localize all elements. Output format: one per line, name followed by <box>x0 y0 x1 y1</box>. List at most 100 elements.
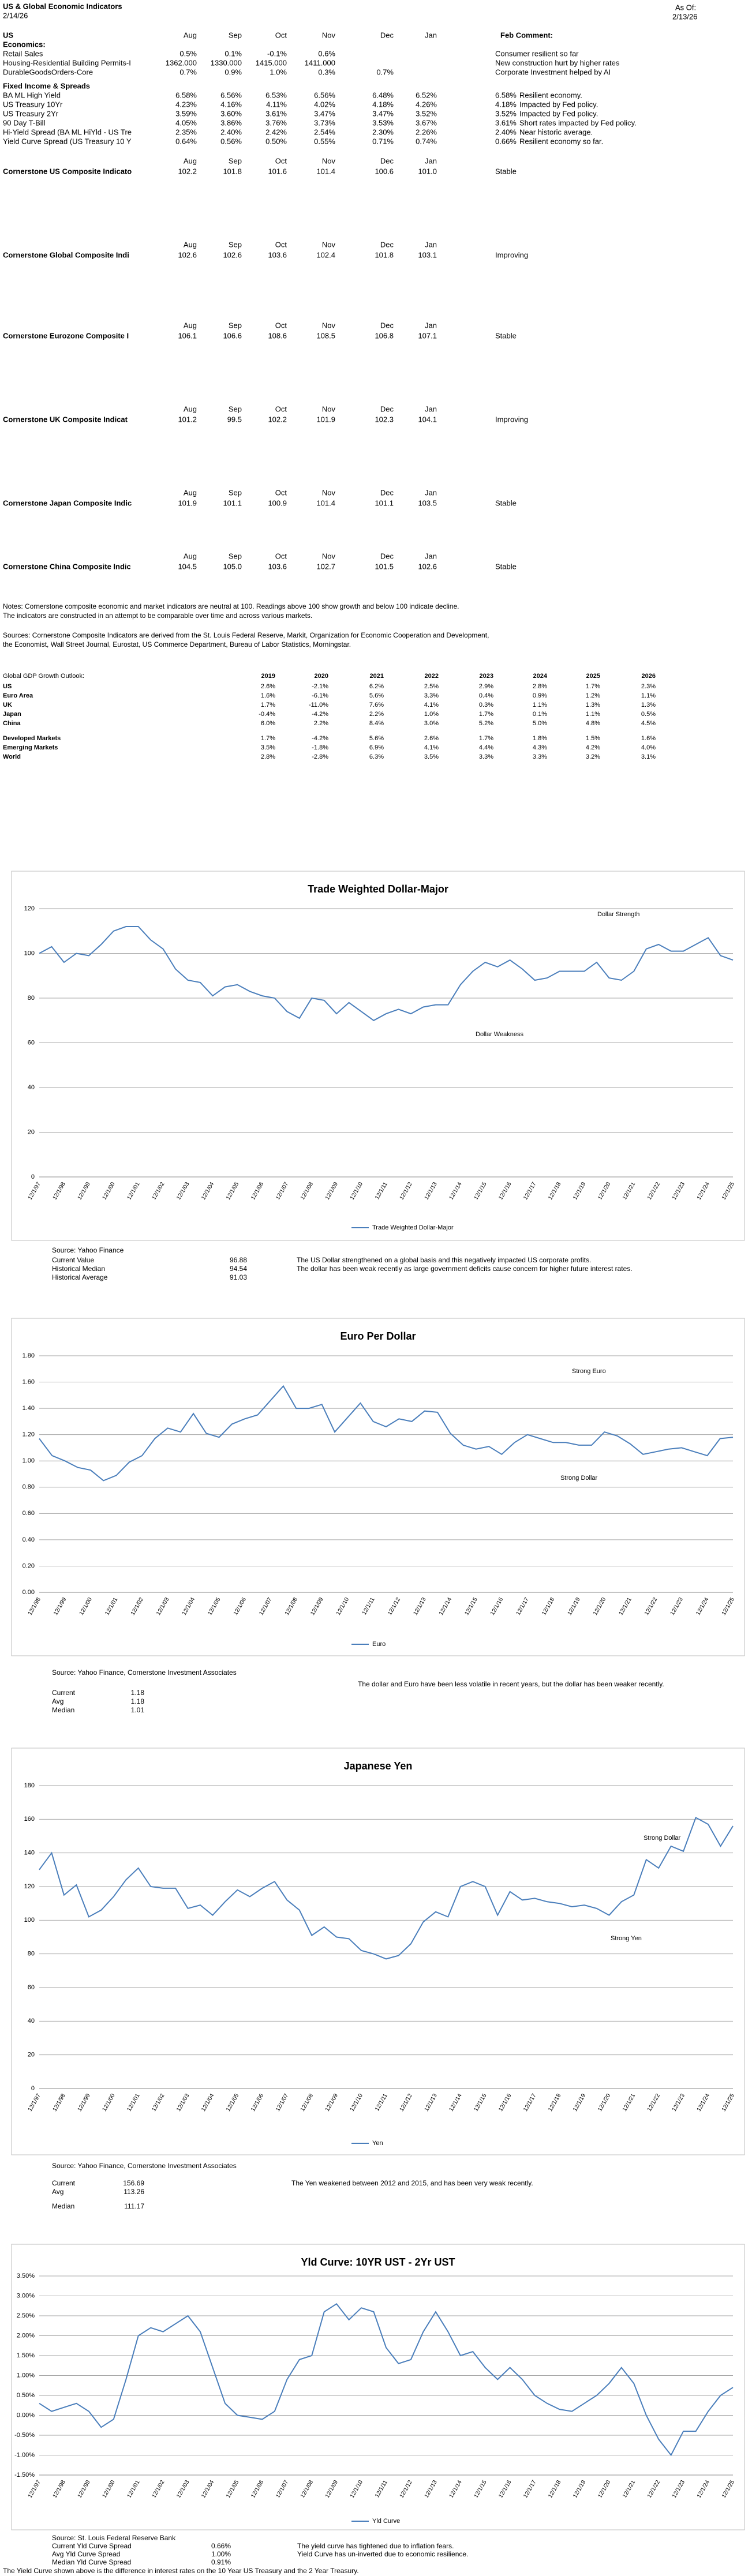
stat-value: 0.91% <box>211 2558 231 2566</box>
cell-value: 6.3% <box>369 753 384 760</box>
y-tick-label: 2.00% <box>17 2332 35 2339</box>
cell-value: 3.3% <box>533 753 547 760</box>
row-label: Housing-Residential Building Permits-I <box>3 58 131 67</box>
column-header: Nov <box>322 156 336 165</box>
cell-value: 102.3 <box>375 415 394 423</box>
y-tick-label: 0.40 <box>23 1536 35 1543</box>
cell-value: 1.7% <box>586 683 600 690</box>
cell-value: 4.4% <box>479 744 493 751</box>
stat-value: 113.26 <box>124 2188 144 2196</box>
cell-value: 0.7% <box>376 68 394 76</box>
y-tick-label: 1.60 <box>23 1378 35 1385</box>
cell-value: 101.9 <box>316 415 335 423</box>
cell-value: 4.1% <box>424 744 439 751</box>
annotation: Strong Yen <box>611 1935 642 1942</box>
stat-value: 1.00% <box>211 2550 231 2558</box>
stat-label: Avg <box>52 2188 63 2196</box>
cell-value: 4.16% <box>220 100 242 108</box>
cell-value: 101.1 <box>223 498 242 507</box>
row-label: US Treasury 10Yr <box>3 100 63 108</box>
y-tick-label: 80 <box>28 995 35 1002</box>
chart-source: Source: St. Louis Federal Reserve Bank <box>52 2534 176 2542</box>
cell-value: 5.2% <box>479 720 493 727</box>
cell-value: 3.5% <box>261 744 275 751</box>
column-header: Dec <box>380 552 394 560</box>
composite-label: Cornerstone Japan Composite Indic <box>3 498 132 507</box>
row-label: Emerging Markets <box>3 744 58 751</box>
column-header: Oct <box>275 240 287 249</box>
row-label: Yield Curve Spread (US Treasury 10 Y <box>3 137 132 145</box>
cell-value: 0.5% <box>641 711 656 718</box>
comment: Stable <box>495 331 517 340</box>
chart-title: Trade Weighted Dollar-Major <box>308 883 448 895</box>
cell-value: 0.50% <box>265 137 287 145</box>
cell-value: 101.1 <box>375 498 394 507</box>
chart-title: Japanese Yen <box>344 1760 413 1772</box>
comment: Short rates impacted by Fed policy. <box>519 118 637 127</box>
composite-label: Cornerstone Global Composite Indi <box>3 250 129 259</box>
row-label: 90 Day T-Bill <box>3 118 46 127</box>
cell-value: 3.1% <box>641 753 656 760</box>
cell-value: 0.7% <box>179 68 197 76</box>
y-tick-label: 40 <box>28 2018 35 2024</box>
stat-value: 0.66% <box>211 2542 231 2550</box>
column-header: 2020 <box>315 673 328 680</box>
series-line <box>39 2303 734 2457</box>
chart-comment: The Yen weakened between 2012 and 2015, … <box>291 2179 533 2187</box>
y-tick-label: 100 <box>24 950 35 957</box>
cell-value: 5.6% <box>369 735 384 742</box>
cell-value: 4.18% <box>372 100 394 108</box>
cell-value: 102.2 <box>178 167 197 175</box>
y-tick-label: 180 <box>24 1782 35 1789</box>
cell-value: 2.3% <box>641 683 656 690</box>
y-tick-label: 80 <box>28 1951 35 1958</box>
comment: Improving <box>495 415 528 423</box>
column-header: Dec <box>380 404 394 413</box>
stat-value: 96.88 <box>230 1256 247 1264</box>
cell-value: 0.74% <box>416 137 437 145</box>
comment: Corporate Investment helped by AI <box>495 68 611 76</box>
column-header: 2026 <box>642 673 656 680</box>
column-header: Jan <box>425 156 437 165</box>
cell-value: 103.6 <box>268 562 287 571</box>
column-header: Jan <box>425 552 437 560</box>
cell-value: 2.6% <box>261 683 275 690</box>
cell-value: 0.3% <box>479 702 493 708</box>
cell-value: 3.47% <box>372 109 394 118</box>
cell-value: 101.6 <box>268 167 287 175</box>
column-header: Nov <box>322 404 336 413</box>
row-label: China <box>3 720 21 727</box>
cell-value: 1.6% <box>261 692 275 699</box>
cell-value: 101.8 <box>223 167 242 175</box>
column-header: 2023 <box>480 673 493 680</box>
cell-value: 2.2% <box>369 711 384 718</box>
cell-value: 3.59% <box>175 109 197 118</box>
stat-value: 1.01 <box>131 1706 145 1714</box>
y-tick-label: 100 <box>24 1917 35 1923</box>
legend-label: Euro <box>372 1641 386 1648</box>
cell-value: 100.9 <box>268 498 287 507</box>
stat-label: Median <box>52 1706 74 1714</box>
row-label: Hi-Yield Spread (BA ML HiYld - US Tre <box>3 128 132 136</box>
cell-value: 2.6% <box>424 735 439 742</box>
y-tick-label: -1.00% <box>14 2451 35 2458</box>
legend-label: Yen <box>372 2140 383 2147</box>
cell-value: 2.8% <box>533 683 547 690</box>
cell-value: 101.0 <box>418 167 437 175</box>
chart-comment: The US Dollar strengthened on a global b… <box>297 1256 591 1264</box>
chart-comment: Yield Curve has un-inverted due to econo… <box>297 2550 468 2558</box>
report-title: US & Global Economic Indicators <box>3 2 122 10</box>
cell-value: 4.26% <box>416 100 437 108</box>
as-of-label: As Of: <box>675 3 696 12</box>
stat-label: Current <box>52 1689 76 1697</box>
chart-source: Source: Yahoo Finance <box>52 1246 124 1254</box>
column-header: Oct <box>275 156 287 165</box>
cell-value: 3.3% <box>479 753 493 760</box>
cell-value: 104.1 <box>418 415 437 423</box>
cell-value: 1.3% <box>586 702 600 708</box>
column-header: Dec <box>380 488 394 497</box>
cell-value: 1.1% <box>586 711 600 718</box>
feb-value: 3.52% <box>495 109 517 118</box>
y-tick-label: 20 <box>28 2052 35 2058</box>
column-header: Aug <box>184 488 197 497</box>
